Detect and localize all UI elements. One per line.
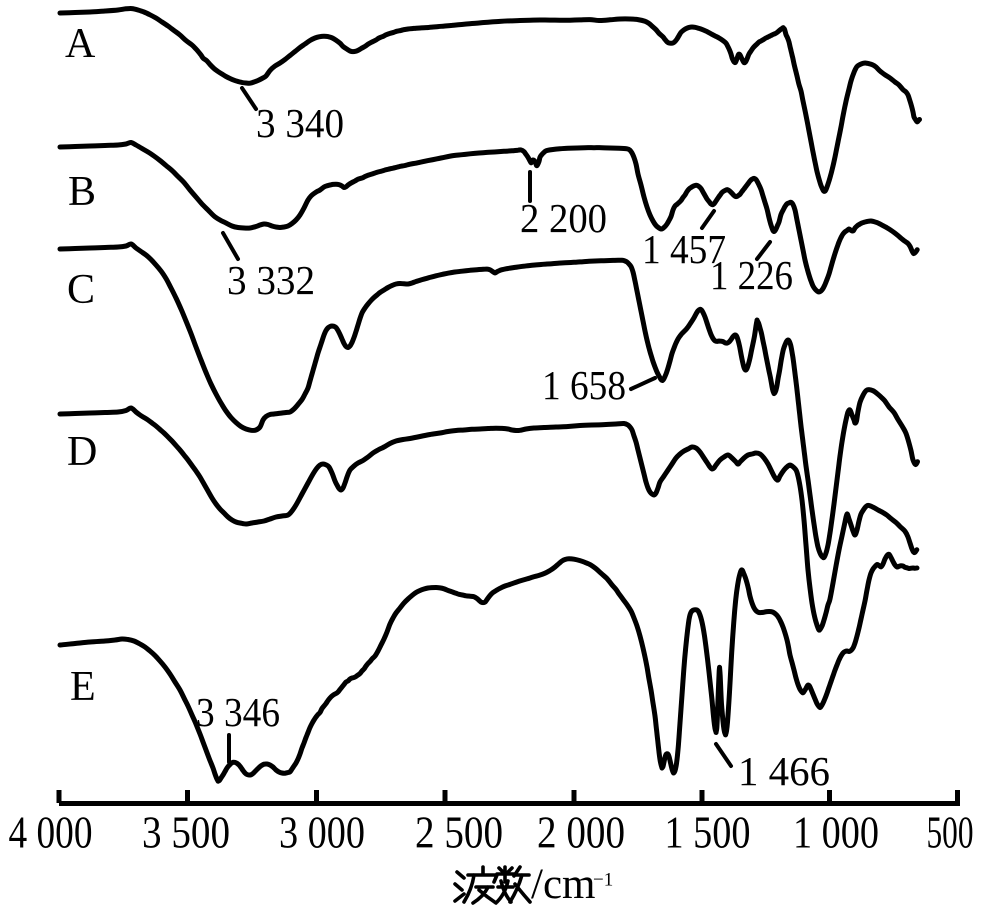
svg-text:3 340: 3 340: [256, 100, 344, 146]
svg-text:3 000: 3 000: [279, 808, 365, 858]
svg-text:−1: −1: [593, 870, 613, 891]
svg-text:3 346: 3 346: [196, 689, 280, 735]
svg-text:C: C: [67, 267, 95, 313]
svg-text:2 200: 2 200: [520, 195, 607, 241]
svg-text:D: D: [67, 429, 97, 475]
svg-text:B: B: [68, 169, 96, 215]
svg-text:3 500: 3 500: [142, 808, 230, 858]
svg-text:1 226: 1 226: [710, 252, 793, 298]
svg-text:2 500: 2 500: [415, 808, 503, 858]
svg-text:1 466: 1 466: [738, 748, 830, 794]
svg-text:E: E: [70, 664, 96, 710]
svg-text:2 000: 2 000: [537, 808, 625, 858]
svg-text:4 000: 4 000: [9, 808, 93, 858]
svg-text:3 332: 3 332: [227, 257, 315, 303]
svg-text:1 500: 1 500: [665, 808, 751, 858]
svg-text:A: A: [65, 21, 96, 67]
svg-text:1 658: 1 658: [542, 362, 626, 408]
svg-text:1 457: 1 457: [642, 226, 726, 272]
svg-text:1 000: 1 000: [793, 808, 879, 858]
svg-text:/cm: /cm: [531, 861, 595, 908]
svg-text:500: 500: [927, 808, 974, 858]
